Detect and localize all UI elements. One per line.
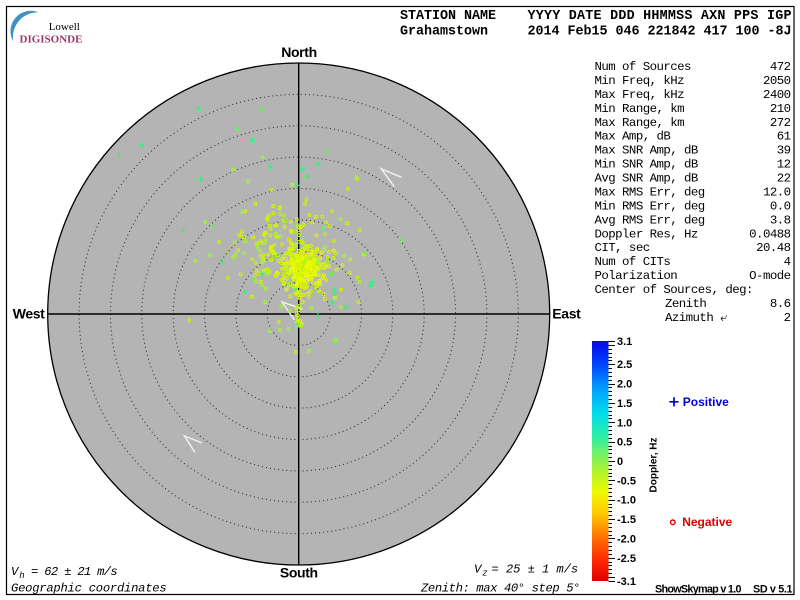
svg-text:12: 12 [777, 158, 791, 172]
svg-text:61: 61 [777, 130, 791, 144]
svg-text:-0.5: -0.5 [617, 475, 636, 487]
svg-text:Num of Sources: Num of Sources [595, 60, 692, 74]
svg-text:Doppler, Hz: Doppler, Hz [649, 437, 660, 492]
svg-text:h: h [19, 571, 24, 581]
svg-text:4: 4 [784, 255, 791, 269]
svg-text:Max RMS Err, deg: Max RMS Err, deg [595, 186, 705, 200]
svg-text:2.5: 2.5 [617, 359, 632, 371]
svg-text:Zenith: max 40° step 5°: Zenith: max 40° step 5° [420, 582, 580, 596]
svg-text:Max Amp, dB: Max Amp, dB [595, 130, 671, 144]
svg-text:0.0488: 0.0488 [749, 227, 790, 241]
svg-text:-3.1: -3.1 [617, 576, 636, 588]
svg-text:Doppler Res, Hz: Doppler Res, Hz [595, 227, 698, 241]
svg-text:ShowSkymap v 1.0: ShowSkymap v 1.0 [655, 584, 742, 596]
svg-text:DIGISONDE: DIGISONDE [20, 34, 83, 46]
svg-text:Positive: Positive [683, 395, 729, 409]
svg-text:CIT, sec: CIT, sec [595, 241, 650, 255]
svg-text:Azimuth ⤶: Azimuth ⤶ [665, 311, 727, 325]
svg-text:-2.5: -2.5 [617, 553, 636, 565]
svg-text:1.5: 1.5 [617, 398, 632, 410]
svg-text:272: 272 [770, 116, 791, 130]
svg-text:Lowell: Lowell [49, 21, 80, 33]
svg-text:= 25 ± 1 m/s: = 25 ± 1 m/s [492, 563, 579, 577]
svg-text:0.0: 0.0 [770, 199, 791, 213]
svg-text:SD v 5.1: SD v 5.1 [753, 584, 793, 596]
svg-text:Max SNR Amp, dB: Max SNR Amp, dB [595, 144, 698, 158]
svg-text:3.1: 3.1 [617, 336, 632, 348]
svg-text:8.6: 8.6 [770, 297, 791, 311]
svg-text:West: West [13, 306, 45, 322]
svg-text:Geographic coordinates: Geographic coordinates [11, 582, 166, 596]
svg-text:Negative: Negative [682, 515, 732, 529]
svg-text:V: V [474, 563, 483, 577]
svg-text:South: South [280, 564, 318, 580]
svg-text:0.5: 0.5 [617, 437, 632, 449]
svg-text:East: East [552, 306, 581, 322]
svg-text:Min RMS Err, deg: Min RMS Err, deg [595, 199, 705, 213]
svg-text:-1.5: -1.5 [617, 514, 636, 526]
svg-text:Center of Sources, deg:: Center of Sources, deg: [595, 283, 753, 297]
svg-text:Grahamstown: Grahamstown [400, 25, 488, 40]
svg-text:Max Range, km: Max Range, km [595, 116, 685, 130]
svg-text:Min SNR Amp, dB: Min SNR Amp, dB [595, 158, 698, 172]
svg-text:3.8: 3.8 [770, 213, 791, 227]
svg-text:472: 472 [770, 60, 791, 74]
svg-text:Max Freq, kHz: Max Freq, kHz [595, 88, 685, 102]
svg-text:Min Freq, kHz: Min Freq, kHz [595, 74, 685, 88]
svg-text:2: 2 [784, 311, 791, 325]
svg-text:-2.0: -2.0 [617, 533, 636, 545]
svg-text:Avg RMS Err, deg: Avg RMS Err, deg [595, 213, 705, 227]
svg-text:O-mode: O-mode [749, 269, 790, 283]
svg-text:1.0: 1.0 [617, 417, 632, 429]
svg-text:0: 0 [617, 456, 623, 468]
svg-text:12.0: 12.0 [763, 186, 791, 200]
svg-text:Avg SNR Amp, dB: Avg SNR Amp, dB [595, 172, 698, 186]
svg-text:39: 39 [777, 144, 791, 158]
svg-text:Num of CITs: Num of CITs [595, 255, 671, 269]
svg-text:210: 210 [770, 102, 791, 116]
svg-text:Polarization: Polarization [595, 269, 678, 283]
svg-text:YYYY DATE DDD HHMMSS AXN PPS: YYYY DATE DDD HHMMSS AXN PPS IGP [528, 9, 792, 24]
svg-text:= 62 ± 21 m/s: = 62 ± 21 m/s [31, 565, 117, 579]
svg-text:STATION NAME: STATION NAME [400, 9, 496, 24]
svg-text:2050: 2050 [763, 74, 791, 88]
svg-text:z: z [482, 569, 487, 579]
svg-text:2014 Feb15 046 221842 417 100: 2014 Feb15 046 221842 417 100 -8J [528, 25, 792, 40]
svg-text:Min Range, km: Min Range, km [595, 102, 685, 116]
svg-text:V: V [11, 565, 20, 579]
svg-text:Zenith: Zenith [665, 297, 706, 311]
svg-text:2.0: 2.0 [617, 379, 632, 391]
svg-text:20.48: 20.48 [756, 241, 791, 255]
svg-text:2400: 2400 [763, 88, 791, 102]
svg-text:North: North [281, 44, 317, 60]
svg-text:22: 22 [777, 172, 791, 186]
svg-text:-1.0: -1.0 [617, 495, 636, 507]
